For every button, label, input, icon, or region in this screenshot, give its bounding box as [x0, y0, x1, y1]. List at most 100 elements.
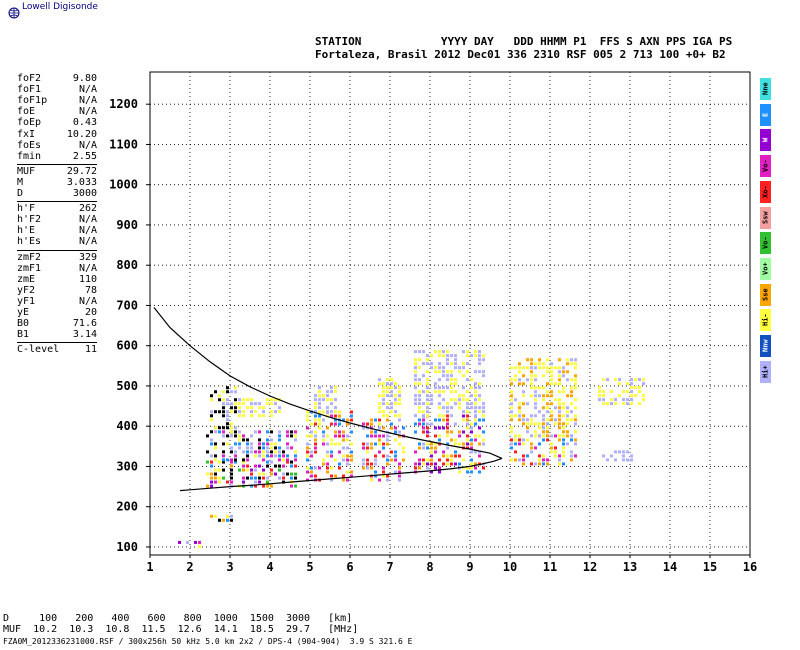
echo-point: [258, 446, 261, 450]
echo-point: [570, 378, 573, 382]
echo-point: [566, 358, 569, 362]
echo-point: [462, 362, 465, 366]
echo-point: [554, 406, 557, 410]
echo-point: [574, 358, 577, 362]
echo-point: [442, 454, 445, 458]
echo-point: [222, 458, 225, 462]
echo-point: [234, 406, 237, 410]
echo-point: [510, 366, 513, 370]
echo-point: [510, 402, 513, 406]
echo-point: [478, 406, 481, 410]
echo-point: [526, 358, 529, 362]
echo-point: [602, 394, 605, 398]
param-label: fxI: [17, 128, 36, 140]
echo-point: [550, 366, 553, 370]
echo-point: [622, 458, 625, 462]
echo-point: [266, 476, 269, 480]
echo-point: [562, 454, 565, 458]
echo-point: [546, 418, 549, 422]
echo-point: [430, 470, 433, 474]
echo-point: [230, 450, 233, 454]
echo-point: [450, 454, 453, 458]
echo-point: [398, 474, 401, 478]
echo-point: [518, 410, 521, 414]
echo-point: [414, 374, 417, 378]
echo-point: [278, 410, 281, 414]
echo-point: [418, 466, 421, 470]
echo-point: [626, 398, 629, 402]
echo-point: [606, 378, 609, 382]
echo-point: [386, 458, 389, 462]
echo-point: [346, 434, 349, 438]
echo-point: [438, 362, 441, 366]
echo-point: [218, 410, 221, 414]
echo-point: [230, 402, 233, 406]
echo-point: [630, 402, 633, 406]
echo-point: [558, 382, 561, 386]
echo-point: [550, 450, 553, 454]
echo-point: [318, 406, 321, 410]
echo-point: [530, 446, 533, 450]
echo-point: [450, 462, 453, 466]
echo-point: [542, 422, 545, 426]
echo-point: [402, 458, 405, 462]
param-hf: h'F 262: [17, 203, 97, 214]
echo-point: [366, 434, 369, 438]
echo-point: [542, 406, 545, 410]
echo-point: [222, 468, 225, 472]
echo-point: [442, 406, 445, 410]
param-fof1p: foF1p N/A: [17, 95, 97, 106]
echo-point: [370, 446, 373, 450]
echo-point: [394, 450, 397, 454]
echo-point: [466, 402, 469, 406]
echo-point: [394, 402, 397, 406]
echo-point: [366, 466, 369, 470]
echo-point: [466, 390, 469, 394]
echo-point: [546, 406, 549, 410]
echo-point: [558, 358, 561, 362]
echo-point: [310, 454, 313, 458]
echo-point: [538, 462, 541, 466]
echo-point: [422, 430, 425, 434]
echo-point: [290, 476, 293, 480]
echo-point: [290, 460, 293, 464]
echo-point: [318, 402, 321, 406]
echo-point: [438, 354, 441, 358]
y-tick-label: 1000: [109, 178, 138, 192]
echo-point: [362, 426, 365, 430]
echo-point: [538, 434, 541, 438]
echo-point: [370, 430, 373, 434]
echo-point: [622, 398, 625, 402]
echo-point: [470, 354, 473, 358]
echo-cluster: [414, 414, 485, 474]
echo-point: [366, 458, 369, 462]
echo-point: [626, 390, 629, 394]
echo-point: [550, 446, 553, 450]
echo-point: [462, 366, 465, 370]
echo-point: [378, 422, 381, 426]
echo-point: [318, 422, 321, 426]
echo-point: [314, 438, 317, 442]
echo-point: [414, 402, 417, 406]
echo-point: [250, 476, 253, 480]
echo-point: [234, 386, 237, 390]
echo-point: [350, 418, 353, 422]
param-label: h'E: [17, 225, 36, 237]
echo-point: [210, 514, 213, 518]
echo-point: [266, 454, 269, 458]
profile-curve-lower: [179, 457, 503, 492]
echo-point: [346, 478, 349, 482]
param-value: 29.72: [66, 165, 97, 177]
param-label: h'F: [17, 203, 36, 215]
echo-point: [598, 398, 601, 402]
param-label: yF2: [17, 284, 36, 296]
echo-point: [234, 458, 237, 462]
param-value: N/A: [78, 95, 97, 107]
echo-point: [614, 398, 617, 402]
echo-point: [454, 362, 457, 366]
echo-point: [318, 394, 321, 398]
echo-point: [270, 410, 273, 414]
echo-point: [458, 430, 461, 434]
echo-point: [402, 446, 405, 450]
echo-point: [522, 442, 525, 446]
